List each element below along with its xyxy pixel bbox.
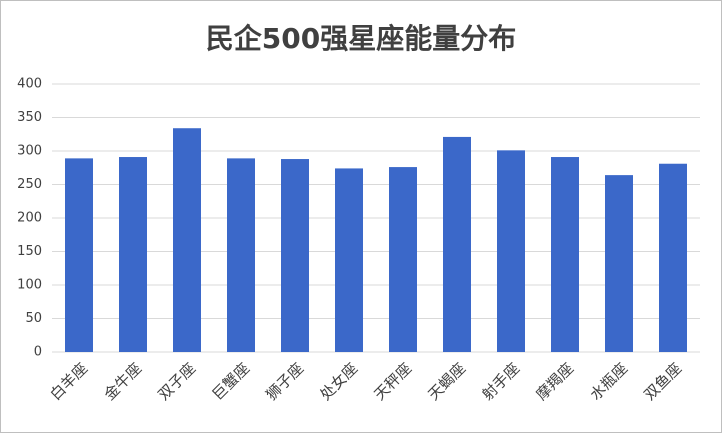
- y-tick-label: 300: [17, 144, 42, 159]
- y-tick-label: 150: [17, 244, 42, 259]
- bar: [173, 128, 201, 352]
- bar: [659, 163, 687, 352]
- y-tick-label: 200: [17, 211, 42, 226]
- y-tick-label: 350: [17, 110, 42, 125]
- bar: [497, 150, 525, 352]
- bar: [389, 167, 417, 352]
- bar: [551, 157, 579, 352]
- bar: [281, 159, 309, 352]
- y-tick-label: 400: [17, 77, 42, 92]
- chart-title: 民企500强星座能量分布: [206, 22, 516, 55]
- bar: [227, 158, 255, 352]
- y-tick-label: 50: [25, 311, 42, 326]
- bar: [119, 157, 147, 352]
- bar: [335, 168, 363, 352]
- bar: [443, 136, 471, 352]
- bar: [605, 175, 633, 352]
- y-tick-label: 100: [17, 278, 42, 293]
- y-tick-label: 250: [17, 177, 42, 192]
- y-tick-label: 0: [34, 345, 42, 360]
- bar: [65, 158, 93, 352]
